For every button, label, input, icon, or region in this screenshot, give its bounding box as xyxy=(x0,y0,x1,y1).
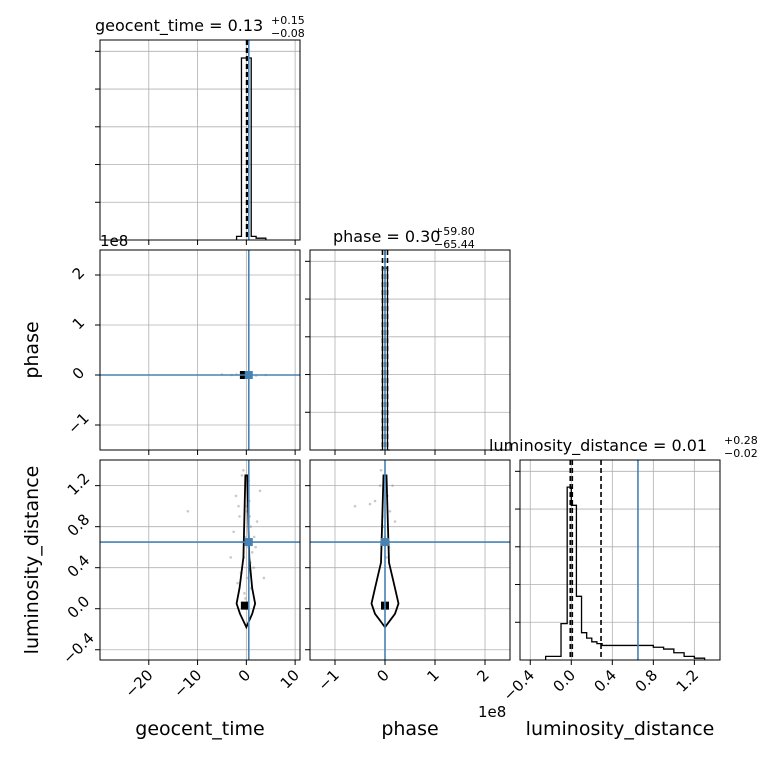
offset-text-phase-y: 1e8 xyxy=(100,232,128,250)
phase-ytick-label-2: 1 xyxy=(69,314,88,333)
panel-ld-ph-sample-2 xyxy=(378,484,382,487)
panel-ld-gt-sample-19 xyxy=(252,535,256,539)
phase-ytick-label-0: −1 xyxy=(64,409,92,437)
panel-ld-ph-sample-13 xyxy=(385,556,388,559)
xlabel-phase: phase xyxy=(381,718,438,740)
luminosity-distance-xtick-label-2: 0.4 xyxy=(591,666,621,696)
xlabel-geocent-time: geocent_time xyxy=(135,718,264,740)
geocent-time-xtick-label-2: 0 xyxy=(235,666,254,685)
luminosity-distance-xtick-label-1: 0.0 xyxy=(550,666,580,696)
title-geocent-time-plus: +0.15 xyxy=(271,14,305,27)
xlabel-luminosity-distance: luminosity_distance xyxy=(526,718,715,740)
panel-ld-ph-sample-11 xyxy=(379,468,383,472)
phase-xtick-label-0: −1 xyxy=(314,666,342,694)
panel-ld-gt-sample-10 xyxy=(250,551,254,554)
grid-layer xyxy=(100,40,720,660)
data-layer xyxy=(100,40,706,660)
panel-ld-gt-sample-11 xyxy=(252,566,255,569)
panel-ld-gt-sample-28 xyxy=(244,597,247,600)
panel-ld-gt-sample-27 xyxy=(258,489,262,493)
luminosity-distance-ytick-label-1: 0.0 xyxy=(64,592,94,622)
geocent-time-xtick-label-3: 10 xyxy=(277,666,303,692)
phase-xtick-label-2: 1 xyxy=(423,666,442,685)
panel-ld-ph-sample-8 xyxy=(373,499,377,503)
title-luminosity-distance-plus: +0.28 xyxy=(724,434,758,447)
panel-luminosity-distance-hist xyxy=(519,459,721,661)
panel-phase-vs-geocent-time xyxy=(99,249,301,451)
title-geocent-time: geocent_time = 0.13 xyxy=(95,16,263,36)
frame-layer: −20 −10 0 10 −1 0 1 2 −0.4 0.0 0.4 0.8 1.2−1012−0.40… xyxy=(59,39,721,705)
phase-ytick-label-3: 2 xyxy=(69,264,88,283)
title-phase-minus: −65.44 xyxy=(434,238,475,251)
panel-ld-ph-sample-7 xyxy=(391,484,394,487)
ylabel-luminosity-distance: luminosity_distance xyxy=(21,466,43,655)
luminosity-distance-ytick-label-0: −0.4 xyxy=(59,629,97,667)
panel-ld-gt-sample-2 xyxy=(240,474,244,477)
panel-phase-hist xyxy=(309,249,511,451)
panel-luminosity-distance-vs-phase xyxy=(309,459,511,661)
luminosity-distance-ytick-label-2: 0.4 xyxy=(64,551,94,581)
panel-ld-gt-sample-14 xyxy=(242,468,245,472)
panel-ld-gt-sample-24 xyxy=(232,530,235,534)
luminosity-distance-xtick-label-3: 0.8 xyxy=(632,666,662,696)
ylabel-phase: phase xyxy=(21,321,43,378)
panel-ld-gt-sample-1 xyxy=(238,515,241,518)
panel-ld-ph-truth-marker xyxy=(381,538,389,547)
offset-text-phase-x: 1e8 xyxy=(478,703,506,721)
title-luminosity-distance-minus: −0.02 xyxy=(724,447,758,460)
title-phase-plus: +59.80 xyxy=(434,225,475,238)
luminosity-distance-xtick-label-0: −0.4 xyxy=(500,666,538,704)
title-phase: phase = 0.30 xyxy=(333,227,440,246)
panel-ld-ph-sample-9 xyxy=(393,520,397,523)
panel-luminosity-distance-vs-geocent-time xyxy=(99,459,301,661)
panel-ld-gt-truth-marker xyxy=(244,538,253,547)
luminosity-distance-ytick-label-4: 1.2 xyxy=(64,469,94,499)
panel-ld-gt-sample-12 xyxy=(236,581,239,585)
luminosity-distance-ytick-label-3: 0.8 xyxy=(64,510,94,540)
panel-ph-gt-truth-marker xyxy=(244,371,253,379)
panel-ld-gt-sample-20 xyxy=(243,592,246,595)
phase-ytick-label-1: 0 xyxy=(69,364,88,383)
panel-ld-ph-sample-0 xyxy=(353,504,357,508)
phase-xtick-label-3: 2 xyxy=(473,666,492,685)
panel-ld-gt-sample-0 xyxy=(234,494,238,498)
panel-ld-gt-sample-32 xyxy=(237,504,240,508)
panel-ld-gt-sample-33 xyxy=(254,545,257,549)
panel-ld-ph-sample-6 xyxy=(388,509,392,513)
panel-geocent-time-hist xyxy=(99,39,301,241)
title-geocent-time-minus: −0.08 xyxy=(271,27,305,40)
panel-ld-gt-sample-26 xyxy=(229,556,233,559)
panel-gt-histogram xyxy=(235,57,267,240)
panel-ld-gt-density-core xyxy=(240,601,249,610)
panel-ld-ph-sample-1 xyxy=(368,502,372,506)
panel-ld-gt-sample-31 xyxy=(262,576,266,580)
panel-ld-gt-contour xyxy=(235,474,257,630)
geocent-time-xtick-label-0: −20 xyxy=(121,666,156,701)
phase-xtick-label-1: 0 xyxy=(373,666,392,685)
luminosity-distance-xtick-label-4: 1.2 xyxy=(673,666,703,696)
title-luminosity-distance: luminosity_distance = 0.01 xyxy=(489,436,707,456)
panel-ld-gt-sample-30 xyxy=(186,509,190,513)
geocent-time-xtick-label-1: −10 xyxy=(170,666,205,701)
panel-ld-gt-sample-9 xyxy=(249,525,253,528)
panel-ld-gt-sample-25 xyxy=(255,520,259,523)
